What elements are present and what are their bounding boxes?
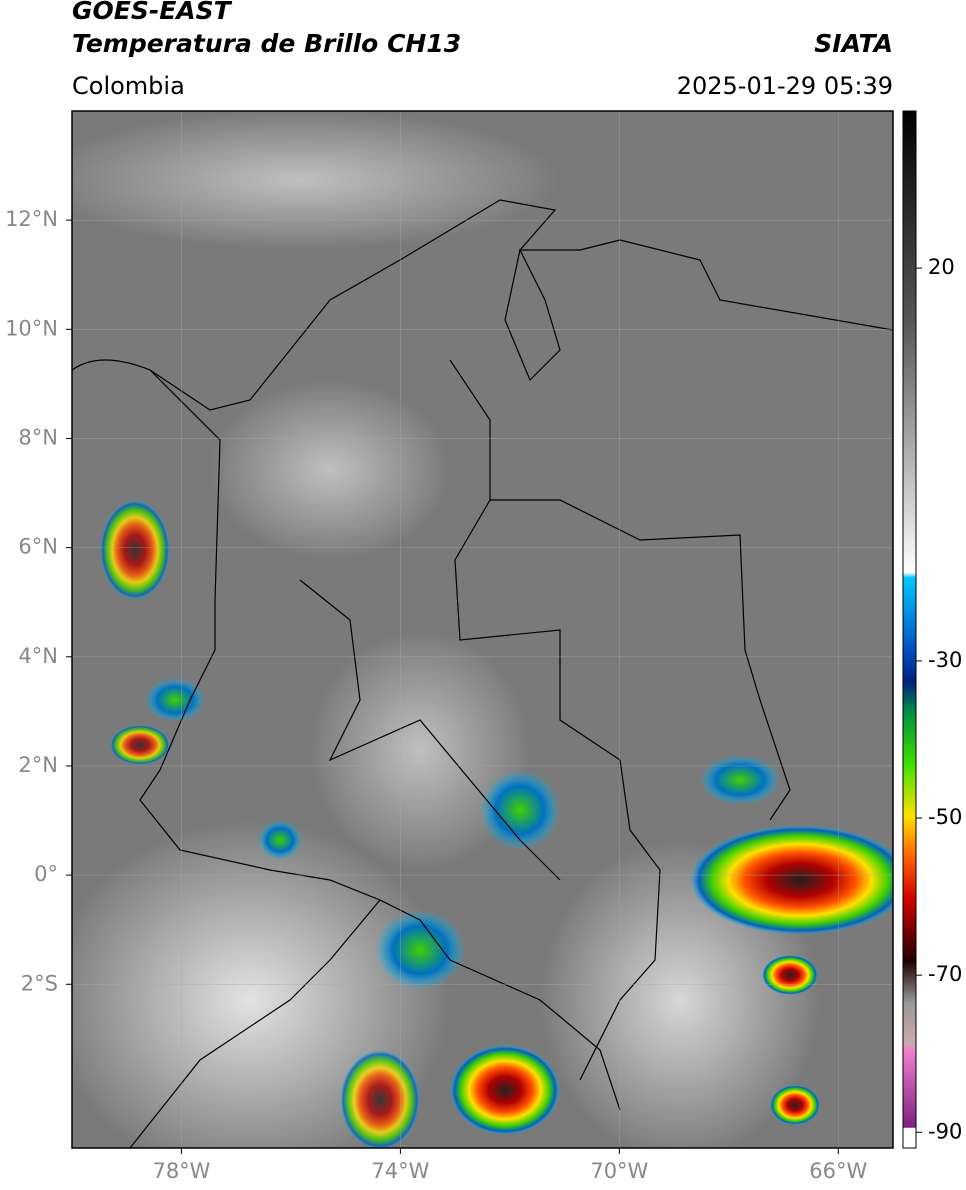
subtitle: Temperatura de Brillo CH13: [72, 29, 461, 58]
title: GOES-EAST: [72, 0, 233, 25]
colorbar-tick-label: -30: [928, 648, 962, 672]
colorbar-tick-label: -70: [928, 962, 962, 986]
y-tick-label: 2°S: [21, 971, 58, 995]
x-tick-label: 70°W: [590, 1159, 648, 1183]
colorbar-tick-label: -90: [928, 1119, 962, 1143]
x-tick-label: 66°W: [809, 1159, 867, 1183]
datetime: 2025-01-29 05:39: [677, 72, 893, 100]
map-frame: [71, 110, 894, 1149]
colorbar: [902, 110, 917, 1149]
y-tick-label: 10°N: [5, 316, 58, 340]
x-tick-label: 78°W: [152, 1159, 210, 1183]
y-tick-label: 6°N: [18, 535, 58, 559]
colorbar-tick-label: 20: [928, 255, 955, 279]
source: SIATA: [814, 29, 893, 58]
grid: [72, 111, 893, 1148]
y-tick-label: 12°N: [5, 207, 58, 231]
x-tick-label: 74°W: [371, 1159, 429, 1183]
region: Colombia: [72, 72, 185, 100]
colorbar-tick-label: -50: [928, 805, 962, 829]
y-tick-label: 4°N: [18, 644, 58, 668]
y-tick-label: 2°N: [18, 753, 58, 777]
y-tick-label: 8°N: [18, 425, 58, 449]
satellite-image: [72, 111, 893, 1148]
y-tick-label: 0°: [34, 862, 58, 886]
